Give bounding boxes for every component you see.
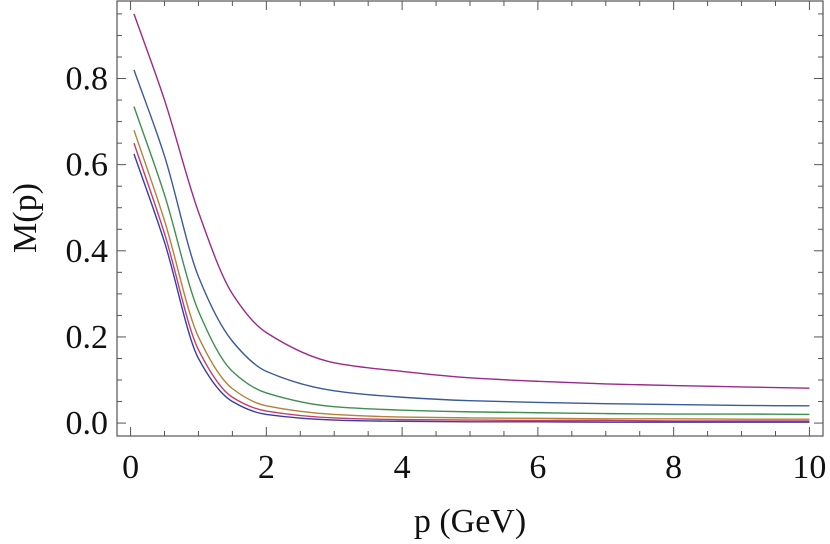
series-line-5: [133, 142, 810, 422]
y-axis-title: M(p): [7, 183, 44, 253]
tick-labels: 0 2 4 6 8 10 0.0 0.2 0.4 0.6 0.8: [66, 61, 827, 486]
series-line-6: [133, 153, 810, 423]
series-line-2: [133, 69, 810, 407]
y-tick-label: 0.8: [66, 61, 109, 98]
x-tick-label: 6: [529, 449, 546, 486]
ticks: [117, 1, 823, 436]
x-axis-title: p (GeV): [414, 503, 526, 540]
x-tick-label: 10: [792, 449, 826, 486]
x-tick-label: 8: [665, 449, 682, 486]
x-tick-label: 2: [258, 449, 275, 486]
plot-frame: [116, 0, 824, 437]
series-line-4: [133, 129, 810, 420]
series-line-1: [133, 13, 810, 389]
x-tick-label: 0: [122, 449, 139, 486]
x-tick-label: 4: [394, 449, 411, 486]
y-tick-label: 0.0: [66, 405, 109, 442]
y-tick-label: 0.2: [66, 319, 109, 356]
y-tick-label: 0.4: [66, 233, 109, 270]
series-line-3: [133, 106, 810, 416]
curves: [133, 13, 810, 423]
y-tick-label: 0.6: [66, 147, 109, 184]
